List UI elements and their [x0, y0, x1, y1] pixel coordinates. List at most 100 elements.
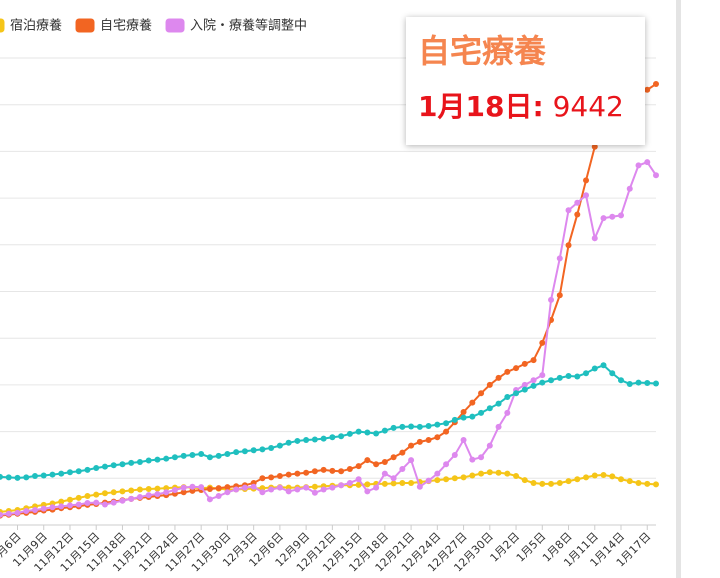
- data-point: [460, 408, 467, 415]
- data-point: [443, 420, 450, 427]
- data-point: [521, 477, 528, 484]
- data-point: [154, 491, 161, 498]
- data-point: [136, 493, 143, 500]
- data-point: [5, 474, 12, 481]
- data-point: [215, 485, 222, 492]
- data-point: [635, 479, 642, 486]
- data-point: [600, 362, 607, 369]
- data-point: [31, 472, 38, 479]
- data-point: [346, 479, 353, 486]
- data-point: [364, 488, 371, 495]
- data-point: [539, 339, 546, 346]
- data-point: [14, 474, 21, 481]
- data-point: [539, 372, 546, 379]
- data-point: [644, 380, 651, 387]
- data-point: [425, 437, 432, 444]
- data-point: [565, 373, 572, 380]
- data-point: [548, 480, 555, 487]
- data-point: [451, 475, 458, 482]
- data-point: [478, 470, 485, 477]
- data-point: [443, 476, 450, 483]
- series-line: [0, 364, 657, 479]
- data-point: [303, 437, 310, 444]
- data-point: [539, 480, 546, 487]
- data-point: [241, 448, 248, 455]
- data-point: [346, 465, 353, 472]
- data-point: [119, 488, 126, 495]
- data-point: [399, 423, 406, 430]
- series-line: [0, 471, 657, 513]
- data-point: [268, 444, 275, 451]
- data-point: [189, 483, 196, 490]
- data-point: [119, 497, 126, 504]
- data-point: [58, 498, 65, 505]
- data-point: [233, 449, 240, 456]
- data-point: [128, 487, 135, 494]
- data-point: [145, 486, 152, 493]
- data-point: [189, 451, 196, 458]
- data-point: [294, 486, 301, 493]
- data-point: [609, 370, 616, 377]
- data-point: [565, 478, 572, 485]
- data-point: [75, 501, 82, 508]
- data-point: [530, 479, 537, 486]
- data-point: [110, 489, 117, 496]
- scrollbar[interactable]: [676, 0, 681, 578]
- data-point: [408, 423, 415, 430]
- data-point: [206, 496, 213, 503]
- data-point: [84, 466, 91, 473]
- data-point: [259, 489, 266, 496]
- data-point: [530, 382, 537, 389]
- data-point: [338, 482, 345, 489]
- data-point: [495, 400, 502, 407]
- data-point: [443, 461, 450, 468]
- data-point: [285, 439, 292, 446]
- data-point: [189, 487, 196, 494]
- data-point: [460, 437, 467, 444]
- data-point: [75, 494, 82, 501]
- data-point: [14, 509, 21, 516]
- data-point: [311, 436, 318, 443]
- data-point: [364, 457, 371, 464]
- data-point: [548, 296, 555, 303]
- data-point: [521, 360, 528, 367]
- data-point: [40, 472, 47, 479]
- data-point: [136, 458, 143, 465]
- data-point: [381, 480, 388, 487]
- data-point: [294, 470, 301, 477]
- data-point: [311, 468, 318, 475]
- tooltip-line: 1月18日: 9442: [418, 85, 633, 125]
- data-point: [346, 430, 353, 437]
- data-point: [443, 428, 450, 435]
- data-point: [583, 192, 590, 199]
- data-point: [206, 454, 213, 461]
- data-point: [504, 470, 511, 477]
- legend-label: 宿泊療養: [10, 18, 62, 34]
- data-point: [390, 454, 397, 461]
- data-point: [364, 429, 371, 436]
- data-point: [49, 504, 56, 511]
- data-point: [58, 503, 65, 510]
- data-point: [408, 457, 415, 464]
- data-point: [653, 172, 659, 179]
- data-point: [329, 434, 336, 441]
- data-point: [626, 478, 633, 485]
- data-point: [268, 474, 275, 481]
- data-point: [66, 496, 73, 503]
- data-point: [320, 466, 327, 473]
- data-point: [644, 159, 651, 166]
- data-point: [653, 380, 659, 387]
- data-point: [338, 468, 345, 475]
- data-point: [521, 386, 528, 393]
- data-point: [66, 502, 73, 509]
- data-point: [408, 442, 415, 449]
- data-point: [101, 490, 108, 497]
- data-point: [583, 370, 590, 377]
- data-point: [460, 474, 467, 481]
- data-point: [530, 377, 537, 384]
- data-point: [276, 442, 283, 449]
- data-point: [128, 495, 135, 502]
- data-point: [250, 483, 257, 490]
- data-point: [381, 470, 388, 477]
